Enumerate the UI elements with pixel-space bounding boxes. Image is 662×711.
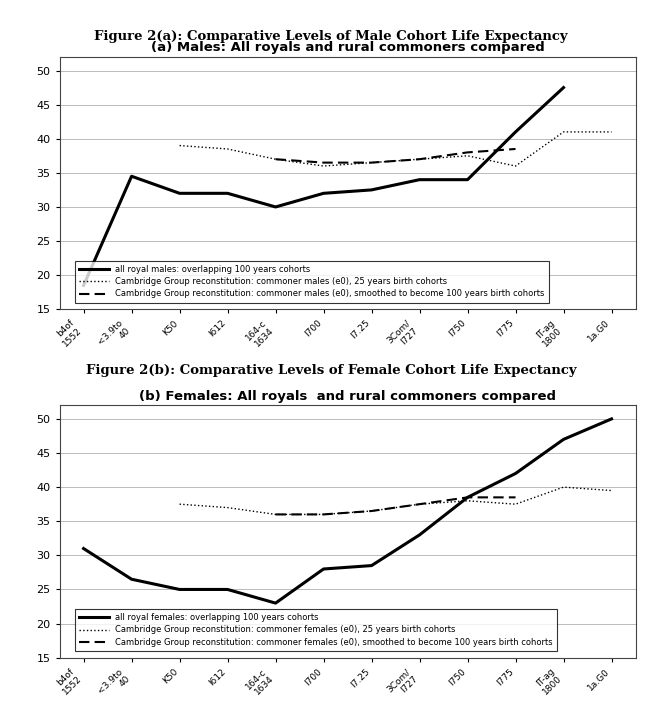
Legend: all royal females: overlapping 100 years cohorts, Cambridge Group reconstitution: all royal females: overlapping 100 years… bbox=[75, 609, 557, 651]
Title: (a) Males: All royals and rural commoners compared: (a) Males: All royals and rural commoner… bbox=[151, 41, 544, 54]
Text: Figure 2(a): Comparative Levels of Male Cohort Life Expectancy: Figure 2(a): Comparative Levels of Male … bbox=[94, 30, 568, 43]
Title: (b) Females: All royals  and rural commoners compared: (b) Females: All royals and rural common… bbox=[139, 390, 556, 402]
Legend: all royal males: overlapping 100 years cohorts, Cambridge Group reconstitution: : all royal males: overlapping 100 years c… bbox=[75, 261, 549, 303]
Text: Figure 2(b): Comparative Levels of Female Cohort Life Expectancy: Figure 2(b): Comparative Levels of Femal… bbox=[85, 364, 577, 377]
